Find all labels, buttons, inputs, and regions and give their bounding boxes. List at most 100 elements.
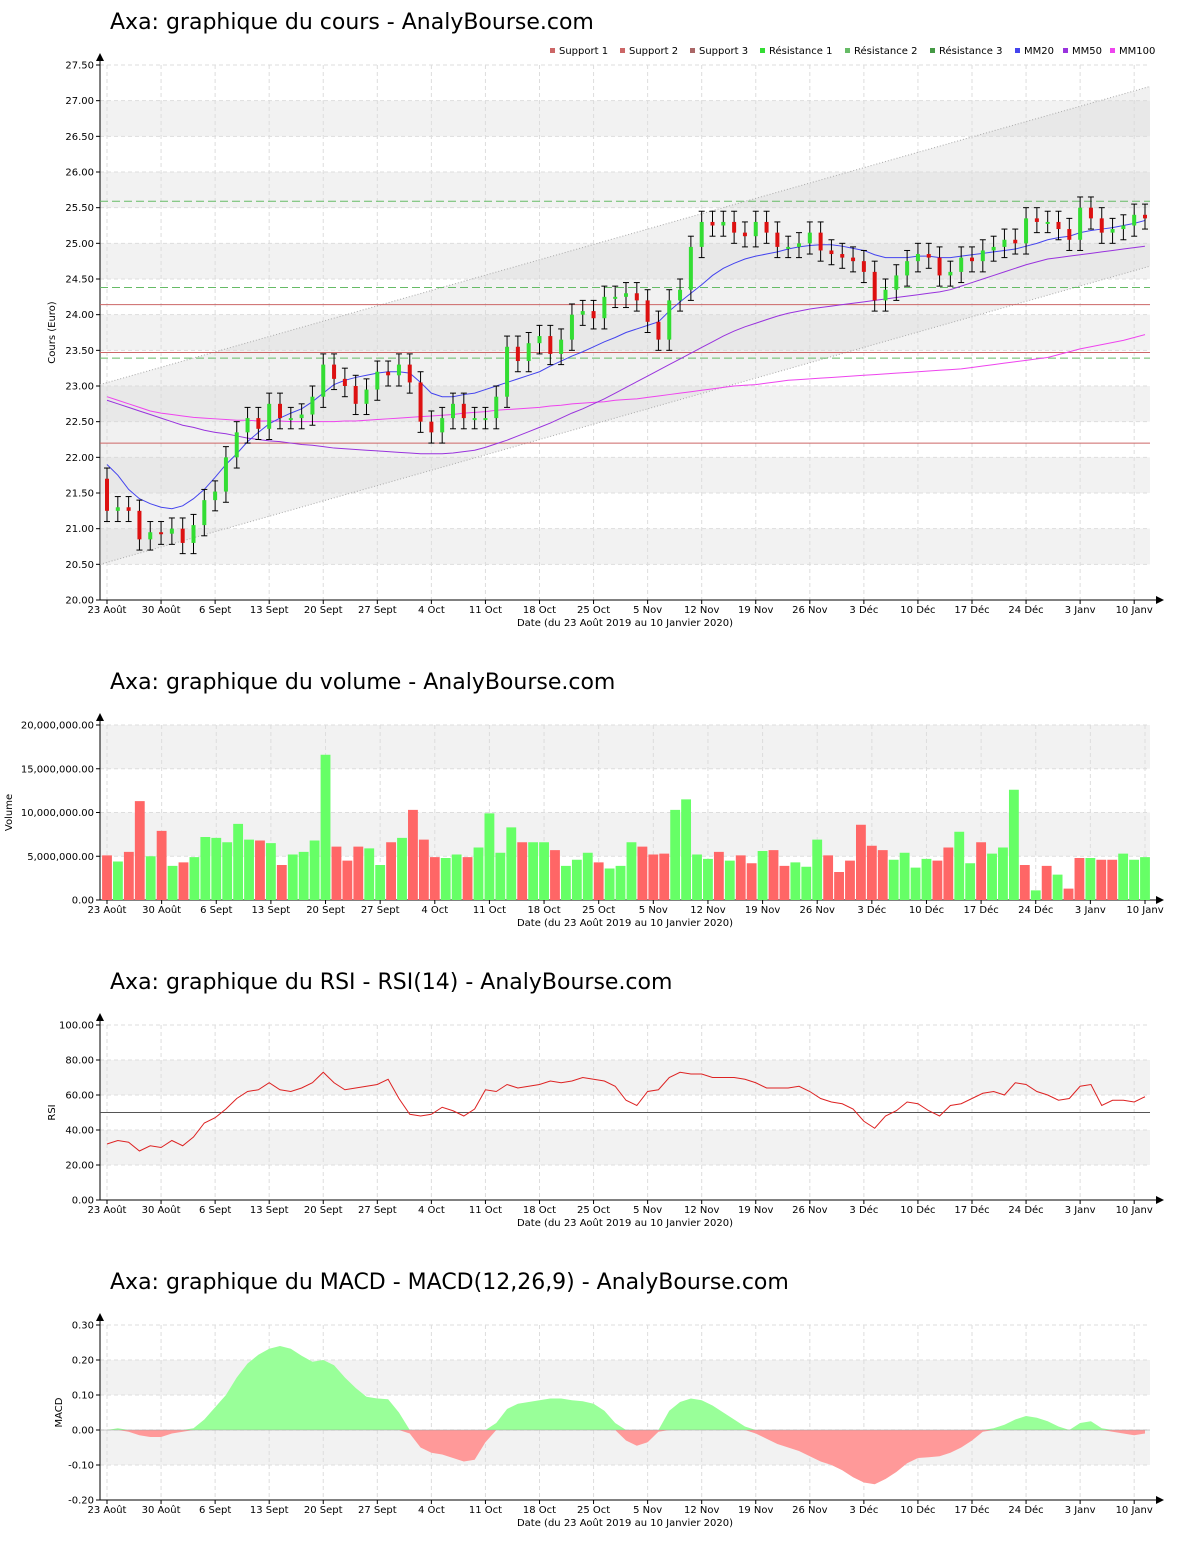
y-tick-label: -0.20 [68, 1496, 94, 1507]
volume-bar [845, 860, 855, 900]
x-tick-label: 13 Sept [250, 1505, 289, 1516]
x-tick-label: 20 Sept [304, 1205, 343, 1216]
volume-bar [265, 843, 276, 900]
x-axis-arrow [1156, 1196, 1164, 1204]
volume-bar [812, 839, 823, 900]
volume-bar [1129, 859, 1139, 900]
candle-body [1143, 214, 1147, 219]
volume-bar [364, 848, 375, 900]
y-tick-label: 15,000,000.00 [21, 764, 94, 775]
trend-lower-line [99, 265, 1151, 565]
candle-body [234, 432, 239, 458]
volume-bar [539, 842, 549, 900]
candle-body [1121, 225, 1126, 230]
x-tick-label: 3 Déc [849, 1204, 878, 1216]
candle-body [883, 289, 888, 301]
volume-bar [440, 858, 451, 900]
x-tick-label: 5 Nov [639, 905, 668, 916]
x-tick-label: 27 Sept [358, 1205, 397, 1216]
rsi-line [106, 1071, 1146, 1152]
x-tick-label: 3 Janv [1065, 605, 1096, 616]
volume-bar [670, 809, 681, 900]
candle-body [721, 221, 726, 226]
y-tick-label: 24.00 [65, 310, 94, 321]
candle-body [894, 275, 899, 290]
y-tick-label: 26.00 [65, 168, 94, 179]
volume-chart-title: Axa: graphique du volume - AnalyBourse.c… [110, 670, 616, 695]
x-tick-label: 4 Oct [418, 1505, 445, 1516]
price-chart-title: Axa: graphique du cours - AnalyBourse.co… [110, 10, 594, 35]
volume-bar [1019, 865, 1030, 900]
y-tick-label: 5,000,000.00 [27, 852, 94, 863]
candle-body [191, 525, 196, 543]
x-tick-label: 27 Sept [358, 605, 397, 616]
candle-body [223, 457, 228, 492]
y-tick-label: 60.00 [65, 1091, 94, 1102]
x-axis-arrow [1156, 596, 1164, 604]
volume-bar [244, 839, 254, 900]
legend-label: Support 2 [629, 46, 678, 57]
y-tick-label: 0.00 [72, 896, 94, 907]
candle-body [1078, 207, 1083, 240]
volume-bar [615, 865, 626, 900]
legend-item: Résistance 2 [845, 45, 917, 57]
legend-item: MM100 [1110, 46, 1155, 57]
candle-body [569, 314, 574, 340]
x-tick-label: 20 Sept [306, 905, 345, 916]
volume-bar [943, 847, 954, 900]
candle-body [105, 478, 109, 511]
legend-label: Support 1 [559, 46, 608, 57]
y-axis-arrow [96, 1013, 104, 1021]
candle-body [937, 257, 942, 276]
volume-bar [418, 839, 429, 900]
candle-body [526, 343, 531, 362]
candle-body [278, 403, 282, 419]
legend-label: MM50 [1072, 46, 1102, 57]
y-tick-label: 0.20 [72, 1356, 94, 1367]
legend-item: Résistance 1 [760, 45, 832, 57]
volume-bar [1041, 865, 1052, 900]
x-tick-label: 26 Nov [792, 1505, 828, 1516]
volume-bar [528, 842, 539, 900]
y-axis-label: Cours (Euro) [47, 301, 58, 364]
volume-bar [134, 801, 145, 900]
volume-bar [703, 858, 713, 900]
x-tick-label: 10 Janv [1116, 1505, 1153, 1516]
volume-bar [801, 866, 812, 900]
x-axis-arrow [1156, 896, 1164, 904]
x-tick-label: 10 Déc [900, 1504, 935, 1516]
legend-label: Résistance 1 [769, 45, 832, 57]
volume-bar [604, 868, 615, 900]
x-tick-label: 11 Oct [469, 605, 502, 616]
x-tick-label: 24 Déc [1008, 1504, 1043, 1516]
volume-bar [495, 852, 506, 900]
candle-body [342, 378, 347, 386]
legend-swatch [1110, 48, 1115, 53]
x-tick-label: 24 Déc [1008, 1204, 1043, 1216]
candle-body [991, 246, 996, 251]
candle-body [396, 364, 401, 376]
candle-body [126, 507, 131, 511]
y-tick-label: 25.00 [65, 239, 94, 250]
y-tick-label: 21.00 [65, 524, 94, 535]
volume-bar [571, 859, 582, 900]
volume-bar [375, 865, 386, 900]
volume-bar [386, 842, 397, 900]
volume-bar [582, 852, 593, 900]
candle-body [483, 418, 488, 421]
candle-body [980, 250, 985, 262]
candle-body [213, 491, 218, 501]
candle-body [807, 232, 812, 244]
volume-bar [451, 854, 462, 900]
y-tick-label: 20,000,000.00 [21, 721, 94, 732]
volume-bar [156, 830, 167, 900]
volume-bar [790, 862, 801, 900]
grid-band [100, 725, 1150, 769]
volume-bar [287, 854, 298, 900]
volume-bar [1063, 888, 1074, 900]
y-tick-label: 0.00 [72, 1426, 94, 1437]
volume-bar [167, 865, 178, 900]
y-axis-arrow [96, 53, 104, 61]
volume-bar [102, 855, 112, 900]
volume-bar [462, 857, 473, 900]
